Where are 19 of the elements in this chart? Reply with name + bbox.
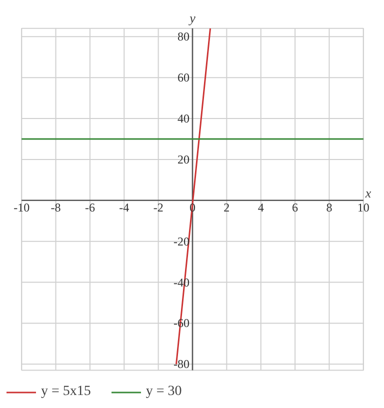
x-axis-title: x [364,185,372,200]
x-tick-label: 2 [224,200,230,214]
legend-label: y = 5x15 [41,384,91,400]
x-tick-label: -10 [14,200,30,214]
x-tick-label: -2 [153,200,164,214]
y-tick-label: 20 [178,152,190,166]
legend-label: y = 30 [146,384,182,400]
x-tick-label: 6 [292,200,298,214]
x-tick-label: 10 [357,200,370,214]
y-tick-label: -80 [174,357,190,372]
y-tick-label: 40 [178,112,190,126]
y-tick-label: 80 [178,30,190,44]
x-tick-label: 4 [258,200,264,214]
y-tick-label: 60 [178,70,190,85]
x-tick-label: -8 [50,200,61,214]
y-axis-title: y [188,10,196,26]
x-tick-label: -4 [119,200,130,214]
x-tick-label: -6 [84,200,95,214]
x-tick-label: 8 [326,200,332,214]
